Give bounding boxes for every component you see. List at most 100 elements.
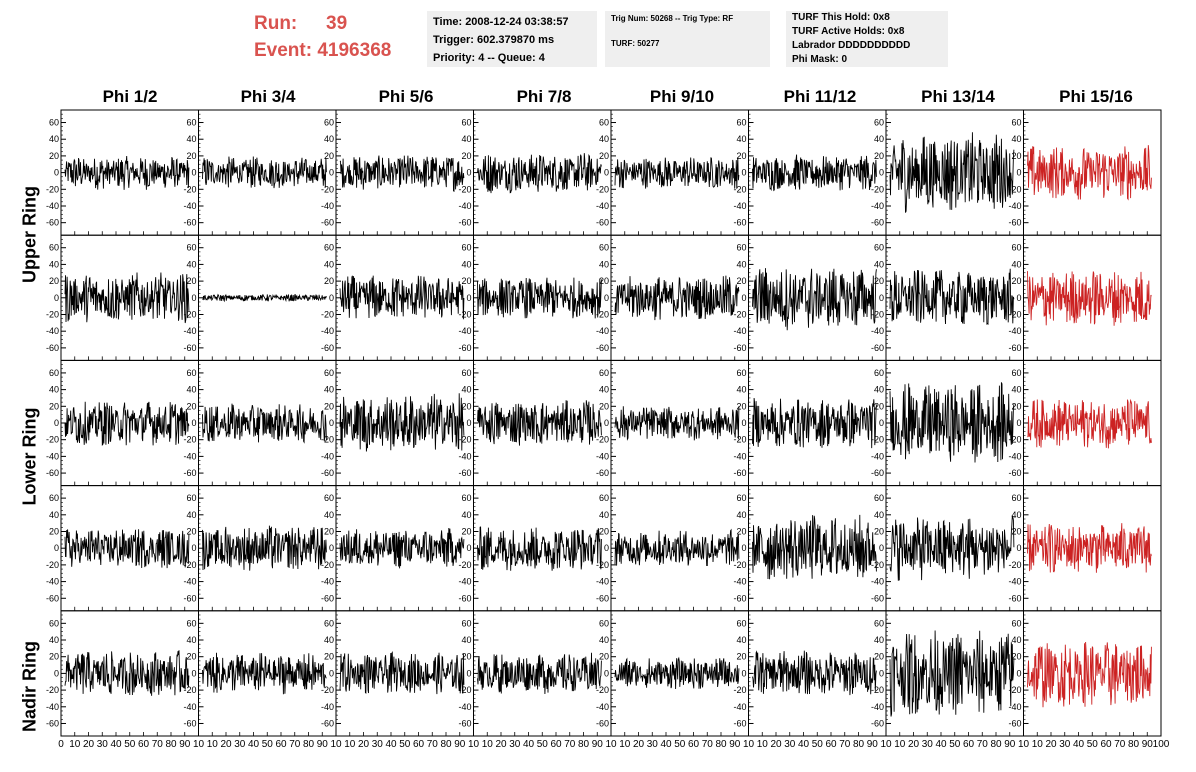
waveform-trace [614,157,740,189]
x-tick-label: 90 [1142,739,1154,750]
y-tick-label: 0 [466,168,471,178]
y-tick-label: -60 [321,593,334,603]
y-tick-label: 0 [879,293,884,303]
run-label: Run: [254,13,298,34]
y-tick-label: 20 [599,652,609,662]
x-tick-label: 10 [757,739,769,750]
y-tick-label: 60 [874,368,884,378]
x-tick-label: 10 [605,739,617,750]
x-tick-label: 50 [949,739,961,750]
y-tick-label: 40 [186,259,196,269]
y-tick-label: 60 [599,243,609,253]
event-label: Event: [254,40,313,61]
x-tick-label: 70 [152,739,164,750]
waveform-trace [614,275,740,321]
y-tick-label: 20 [461,276,471,286]
y-tick-label: 20 [324,401,334,411]
y-tick-label: -60 [46,218,59,228]
y-tick-label: 40 [874,385,884,395]
y-tick-label: 0 [191,418,196,428]
x-tick-label: 20 [770,739,782,750]
x-tick-label: 20 [358,739,370,750]
y-tick-label: -60 [183,718,196,728]
y-tick-label: 0 [604,668,609,678]
y-tick-label: 0 [466,293,471,303]
x-tick-label: 90 [1004,739,1016,750]
y-tick-label: -60 [1008,468,1021,478]
y-tick-label: 60 [186,118,196,128]
panel-frame [1023,359,1162,487]
waveform-trace [752,154,877,192]
y-tick-label: 40 [324,510,334,520]
y-tick-label: -60 [871,343,884,353]
x-tick-label: 40 [385,739,397,750]
x-tick-label: 90 [729,739,741,750]
y-tick-label: 0 [879,543,884,553]
y-tick-label: -60 [733,593,746,603]
x-tick-label: 40 [523,739,535,750]
y-tick-label: -40 [183,702,196,712]
x-tick-label: 60 [825,739,837,750]
x-tick-label: 70 [564,739,576,750]
y-tick-label: -20 [733,309,746,319]
y-tick-label: -40 [733,577,746,587]
y-tick-label: 60 [186,618,196,628]
y-tick-label: 40 [186,635,196,645]
y-tick-label: -60 [871,593,884,603]
y-tick-label: -60 [321,218,334,228]
y-tick-label: 0 [191,293,196,303]
y-tick-label: -40 [321,326,334,336]
y-tick-label: -20 [871,184,884,194]
x-tick-label: 10 [894,739,906,750]
waveform-trace [752,397,877,449]
y-tick-label: 0 [466,543,471,553]
x-tick-label: 90 [454,739,466,750]
waveform-trace [1027,641,1152,708]
y-tick-label: 20 [186,151,196,161]
y-tick-label: -60 [458,343,471,353]
turf-info-box: TURF This Hold: 0x8 TURF Active Holds: 0… [786,11,948,67]
y-tick-label: 60 [324,618,334,628]
x-tick-label: 30 [97,739,109,750]
y-tick-label: 40 [599,635,609,645]
y-tick-label: -20 [183,685,196,695]
y-tick-label: 40 [49,259,59,269]
x-tick-label: 50 [812,739,824,750]
y-tick-label: 0 [54,668,59,678]
x-tick-label: 70 [839,739,851,750]
x-tick-label: 20 [220,739,232,750]
x-tick-label: 50 [124,739,136,750]
y-tick-label: -40 [46,326,59,336]
y-tick-label: 20 [599,276,609,286]
y-tick-label: 0 [1016,418,1021,428]
y-tick-label: -40 [596,577,609,587]
y-tick-label: -20 [183,184,196,194]
x-tick-label: 80 [1128,739,1140,750]
x-tick-label: 60 [138,739,150,750]
y-tick-label: -40 [46,702,59,712]
waveform-trace [202,156,327,189]
y-tick-label: 20 [599,151,609,161]
y-tick-label: -40 [1008,451,1021,461]
y-tick-label: -60 [321,468,334,478]
waveform-trace [202,403,327,444]
y-tick-label: -60 [596,593,609,603]
y-tick-label: -40 [458,577,471,587]
y-tick-label: -20 [1008,184,1021,194]
waveform-trace [1027,398,1152,449]
y-tick-label: 40 [736,259,746,269]
y-tick-label: 60 [461,118,471,128]
y-tick-label: 40 [461,510,471,520]
y-tick-label: 40 [1011,259,1021,269]
x-tick-label: 60 [688,739,700,750]
y-tick-label: 20 [1011,276,1021,286]
y-tick-label: 40 [736,385,746,395]
x-tick-label: 10 [468,739,480,750]
y-tick-label: -40 [871,326,884,336]
y-tick-label: -20 [1008,685,1021,695]
y-tick-label: -60 [183,218,196,228]
y-tick-label: 40 [874,635,884,645]
time-info-box: Time: 2008-12-24 03:38:57 Trigger: 602.3… [427,11,597,67]
waveform-trace [64,401,190,446]
y-tick-label: -40 [871,451,884,461]
